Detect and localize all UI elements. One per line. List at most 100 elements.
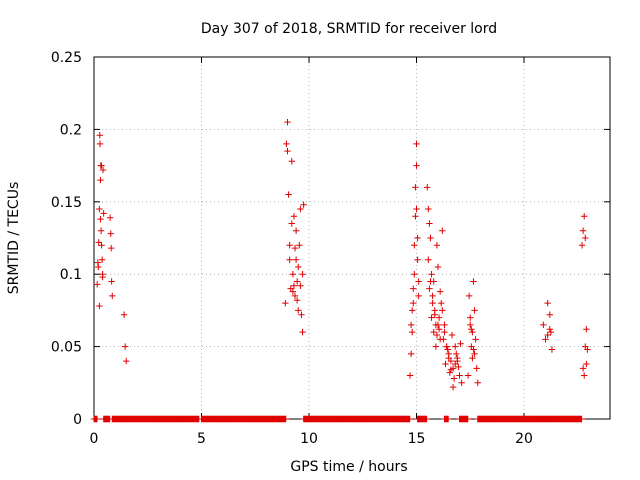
data-point [448, 331, 456, 339]
data-point [99, 166, 107, 174]
data-point [289, 288, 297, 295]
data-point [410, 285, 417, 292]
data-point [289, 271, 297, 278]
data-point [120, 311, 128, 318]
data-point [300, 201, 307, 208]
y-tick-label: 0.2 [60, 122, 82, 138]
y-tick-label: 0 [73, 412, 82, 428]
data-point [291, 292, 299, 300]
x-axis-label: GPS time / hours [290, 459, 407, 475]
data-point [473, 365, 480, 372]
data-point [439, 227, 446, 234]
data-point [296, 242, 303, 249]
data-point [465, 292, 473, 300]
grid-lines [94, 57, 610, 419]
data-point [434, 263, 442, 271]
data-point [109, 292, 116, 300]
data-point [440, 336, 447, 343]
data-point [579, 227, 587, 234]
data-point [442, 360, 449, 368]
data-point [441, 321, 448, 329]
data-point [108, 244, 115, 252]
data-point [438, 299, 445, 307]
data-point [413, 205, 420, 213]
data-point [123, 357, 130, 365]
data-point [447, 366, 455, 373]
y-tick-label: 0.05 [51, 340, 82, 356]
data-point [433, 331, 441, 339]
data-point [414, 256, 421, 263]
data-point [434, 321, 442, 329]
data-point [544, 331, 551, 339]
data-point [291, 244, 299, 252]
data-point [583, 326, 590, 333]
data-point [433, 242, 441, 249]
data-point [472, 336, 479, 343]
data-point [284, 118, 291, 126]
data-point [469, 354, 476, 362]
data-point [444, 346, 451, 353]
data-point [97, 227, 105, 234]
data-point [293, 297, 301, 304]
data-point [99, 273, 106, 281]
data-point [414, 234, 421, 242]
data-point [469, 328, 476, 336]
data-point [98, 162, 105, 169]
data-point [288, 220, 295, 227]
y-tick-label: 0.25 [51, 50, 82, 66]
data-point [431, 311, 438, 318]
data-point [428, 271, 435, 278]
data-point [445, 354, 452, 362]
data-point [468, 326, 475, 333]
data-point [452, 360, 459, 368]
data-point [424, 184, 431, 191]
x-tick-label: 10 [300, 431, 318, 447]
data-point [93, 415, 101, 423]
data-point [285, 191, 292, 198]
data-point [286, 242, 293, 249]
x-tick-label: 15 [408, 431, 426, 447]
data-point [292, 227, 300, 234]
data-point [445, 415, 452, 423]
data-point [94, 281, 101, 288]
data-point [425, 205, 432, 213]
data-point [547, 328, 555, 336]
data-point [411, 271, 418, 278]
data-point [97, 215, 104, 223]
data-point [430, 328, 437, 336]
data-point [96, 140, 104, 148]
data-point [432, 343, 440, 350]
data-points [90, 118, 591, 423]
data-point [297, 282, 304, 289]
data-point [96, 205, 103, 213]
data-point [298, 311, 305, 318]
data-point [293, 278, 301, 285]
data-point [439, 307, 446, 314]
data-point [286, 256, 293, 263]
data-point [297, 205, 304, 213]
data-point [458, 379, 465, 386]
data-point [452, 343, 459, 350]
data-point [96, 131, 104, 139]
data-point [548, 346, 556, 353]
data-point [455, 363, 462, 371]
data-point [290, 282, 298, 289]
data-point [295, 263, 302, 271]
data-point [540, 321, 547, 329]
data-point [282, 415, 289, 423]
data-point [546, 311, 553, 318]
data-point [106, 214, 114, 221]
data-point [407, 321, 415, 329]
data-point [413, 162, 420, 169]
data-point [98, 242, 105, 249]
data-point [427, 234, 434, 242]
data-point [410, 299, 417, 307]
x-tick-label: 0 [90, 431, 99, 447]
data-point [412, 213, 419, 220]
data-point [288, 158, 295, 165]
data-point [406, 415, 413, 423]
data-point [97, 176, 104, 184]
data-point [582, 234, 589, 242]
data-point [546, 326, 553, 333]
